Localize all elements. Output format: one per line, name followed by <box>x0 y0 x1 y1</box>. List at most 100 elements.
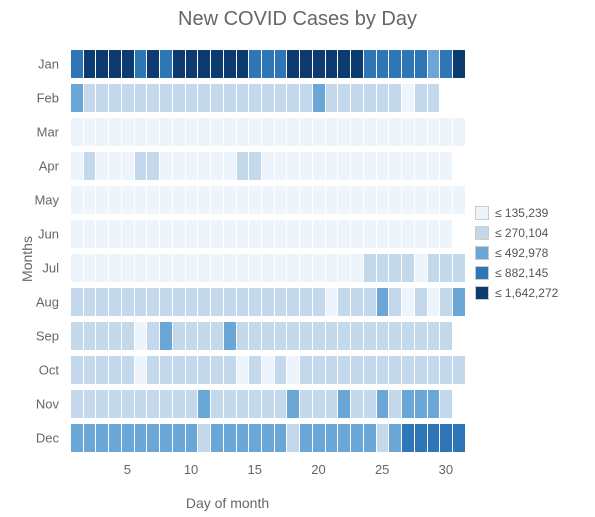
heatmap-cell <box>159 356 172 384</box>
heatmap-cell <box>83 356 96 384</box>
heatmap-cell <box>83 84 96 112</box>
heatmap-cell <box>159 220 172 248</box>
heatmap-cell <box>325 424 338 452</box>
y-tick-label: Apr <box>39 159 59 174</box>
heatmap-cell <box>121 50 134 78</box>
heatmap-cell <box>286 186 299 214</box>
heatmap-cell <box>159 118 172 146</box>
heatmap-cell <box>248 424 261 452</box>
heatmap-row <box>70 356 465 384</box>
heatmap-cell <box>388 288 401 316</box>
legend-swatch <box>475 206 489 220</box>
heatmap-cell <box>350 254 363 282</box>
heatmap-cell <box>159 288 172 316</box>
heatmap-cell <box>401 220 414 248</box>
heatmap-cell <box>452 50 465 78</box>
heatmap-cell <box>248 186 261 214</box>
heatmap-cell <box>223 152 236 180</box>
y-tick-label: Aug <box>36 295 59 310</box>
heatmap-cell <box>197 322 210 350</box>
heatmap-cell <box>121 322 134 350</box>
heatmap-cell <box>261 186 274 214</box>
heatmap-cell <box>376 390 389 418</box>
heatmap-cell <box>363 424 376 452</box>
heatmap-cell <box>159 50 172 78</box>
heatmap-cell <box>108 356 121 384</box>
heatmap-cell <box>83 50 96 78</box>
heatmap-cell <box>325 322 338 350</box>
heatmap-cell <box>159 152 172 180</box>
heatmap-cell <box>401 424 414 452</box>
heatmap-cell <box>134 288 147 316</box>
heatmap-cell <box>185 288 198 316</box>
heatmap-cell <box>95 322 108 350</box>
heatmap-cell <box>185 356 198 384</box>
legend-swatch <box>475 226 489 240</box>
heatmap-cell <box>286 254 299 282</box>
heatmap-cell <box>286 322 299 350</box>
heatmap-cell <box>261 288 274 316</box>
heatmap-cell <box>236 356 249 384</box>
heatmap-cell <box>350 84 363 112</box>
heatmap-cell <box>325 220 338 248</box>
heatmap-cell <box>350 322 363 350</box>
heatmap-cell <box>210 288 223 316</box>
heatmap-cell <box>172 322 185 350</box>
heatmap-row <box>70 390 465 418</box>
heatmap-row <box>70 424 465 452</box>
heatmap-cell <box>274 322 287 350</box>
heatmap-cell <box>388 356 401 384</box>
heatmap-cell <box>95 288 108 316</box>
heatmap-cell <box>121 254 134 282</box>
heatmap-cell <box>427 50 440 78</box>
heatmap-cell <box>236 186 249 214</box>
legend-item: ≤ 270,104 <box>475 226 585 240</box>
heatmap-cell <box>83 118 96 146</box>
heatmap-row <box>70 152 465 180</box>
heatmap-cell <box>172 254 185 282</box>
heatmap-cell <box>159 322 172 350</box>
heatmap-cell <box>427 220 440 248</box>
heatmap-cell <box>83 288 96 316</box>
heatmap-cell <box>134 50 147 78</box>
heatmap-cell <box>286 220 299 248</box>
heatmap-cell <box>95 118 108 146</box>
heatmap-cell <box>350 356 363 384</box>
heatmap-cell <box>427 322 440 350</box>
heatmap-cell <box>146 288 159 316</box>
heatmap-cell <box>236 390 249 418</box>
heatmap-cell <box>172 84 185 112</box>
heatmap-cell <box>414 322 427 350</box>
heatmap-cell <box>248 254 261 282</box>
heatmap-cell <box>121 152 134 180</box>
x-tick-label: 5 <box>124 462 131 477</box>
x-ticks: 51015202530 <box>70 462 465 482</box>
heatmap-cell <box>427 186 440 214</box>
heatmap-cell <box>414 288 427 316</box>
heatmap-cell <box>172 50 185 78</box>
heatmap-cell <box>363 118 376 146</box>
heatmap-cell <box>134 254 147 282</box>
heatmap-cell <box>146 186 159 214</box>
heatmap-cell <box>299 424 312 452</box>
heatmap-cell <box>439 152 452 180</box>
legend-item: ≤ 882,145 <box>475 266 585 280</box>
heatmap-cell <box>185 390 198 418</box>
heatmap-cell <box>363 186 376 214</box>
heatmap-cell <box>248 118 261 146</box>
heatmap-cell <box>121 356 134 384</box>
heatmap-cell <box>210 254 223 282</box>
heatmap-cell <box>388 152 401 180</box>
heatmap-cell <box>223 186 236 214</box>
heatmap-cell <box>210 50 223 78</box>
heatmap-cell <box>248 288 261 316</box>
heatmap-row <box>70 220 465 248</box>
heatmap-cell <box>261 50 274 78</box>
heatmap-cell <box>337 118 350 146</box>
heatmap-cell <box>261 356 274 384</box>
heatmap-cell <box>274 356 287 384</box>
heatmap-cell <box>388 186 401 214</box>
heatmap-cell <box>388 424 401 452</box>
heatmap-cell <box>159 84 172 112</box>
heatmap-cell <box>427 288 440 316</box>
